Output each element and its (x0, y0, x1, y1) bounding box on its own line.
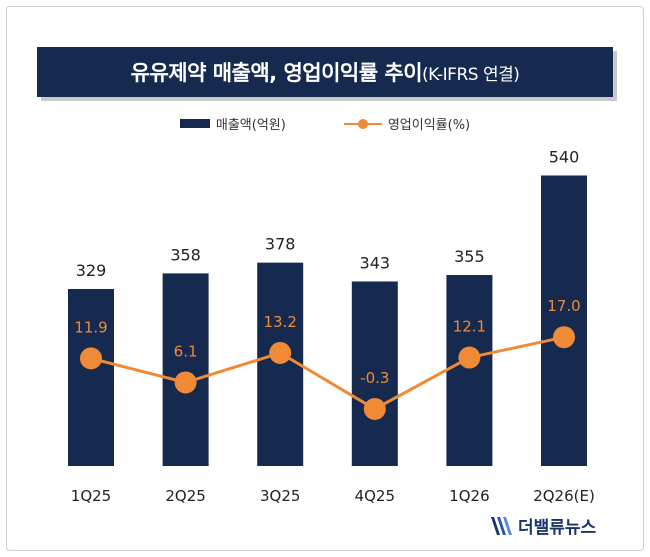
legend-item-margin: 영업이익률(%) (343, 114, 471, 133)
margin-value-label: 11.9 (74, 318, 107, 336)
legend-label-revenue: 매출액(억원) (215, 118, 286, 133)
chart-title: 유유제약 매출액, 영업이익률 추이 (130, 61, 423, 85)
labels: 329 1Q25 358 2Q25 378 3Q25 343 4Q25 355 1Q26 540 2Q… (71, 147, 595, 505)
x-tick-label: 4Q25 (355, 487, 395, 505)
legend-line-swatch (343, 118, 382, 129)
the-value-news-logo-icon (491, 516, 512, 535)
x-tick-label: 1Q26 (449, 487, 489, 505)
margin-value-label: -0.3 (360, 369, 389, 387)
margin-point-1Q25 (80, 347, 102, 370)
margin-value-label: 17.0 (547, 297, 580, 315)
bar-2Q25 (162, 273, 209, 466)
margin-value-label: 6.1 (174, 342, 198, 360)
bar-value-label: 343 (360, 253, 391, 272)
x-tick-label: 3Q25 (260, 487, 300, 505)
bar-1Q26 (446, 275, 493, 466)
legend: 매출액(억원) 영업이익률(%) (0, 114, 650, 133)
bar-value-label: 329 (76, 261, 107, 280)
bar-value-label: 355 (454, 247, 485, 266)
bar-3Q25 (257, 262, 304, 466)
x-tick-label: 2Q25 (165, 487, 205, 505)
chart-title-banner: 유유제약 매출액, 영업이익률 추이 (K-IFRS 연결) (37, 47, 613, 97)
margin-value-label: 12.1 (453, 318, 486, 336)
bar-series (68, 175, 587, 467)
margin-line (90, 335, 565, 411)
publisher-logo: 더밸류뉴스 (490, 513, 596, 538)
legend-label-margin: 영업이익률(%) (387, 118, 471, 133)
margin-value-label: 13.2 (263, 313, 296, 331)
x-tick-label: 2Q26(E) (533, 487, 595, 505)
margin-point-2Q26(E) (553, 326, 575, 349)
chart-subtitle: (K-IFRS 연결) (422, 64, 520, 85)
bar-4Q25 (351, 281, 398, 466)
bar-2Q26(E) (541, 175, 587, 467)
margin-point-1Q26 (458, 346, 481, 369)
legend-item-revenue: 매출액(억원) (179, 114, 286, 133)
legend-bar-swatch (179, 119, 210, 128)
bar-value-label: 540 (549, 147, 580, 166)
bar-1Q25 (68, 288, 114, 466)
bar-value-label: 358 (170, 245, 201, 264)
margin-point-4Q25 (363, 398, 386, 420)
bar-value-label: 378 (265, 235, 296, 254)
margin-series (80, 326, 575, 420)
margin-point-2Q25 (174, 371, 197, 394)
logo-text: 더밸류뉴스 (518, 518, 597, 538)
x-tick-label: 1Q25 (71, 487, 111, 505)
margin-point-3Q25 (269, 341, 292, 364)
